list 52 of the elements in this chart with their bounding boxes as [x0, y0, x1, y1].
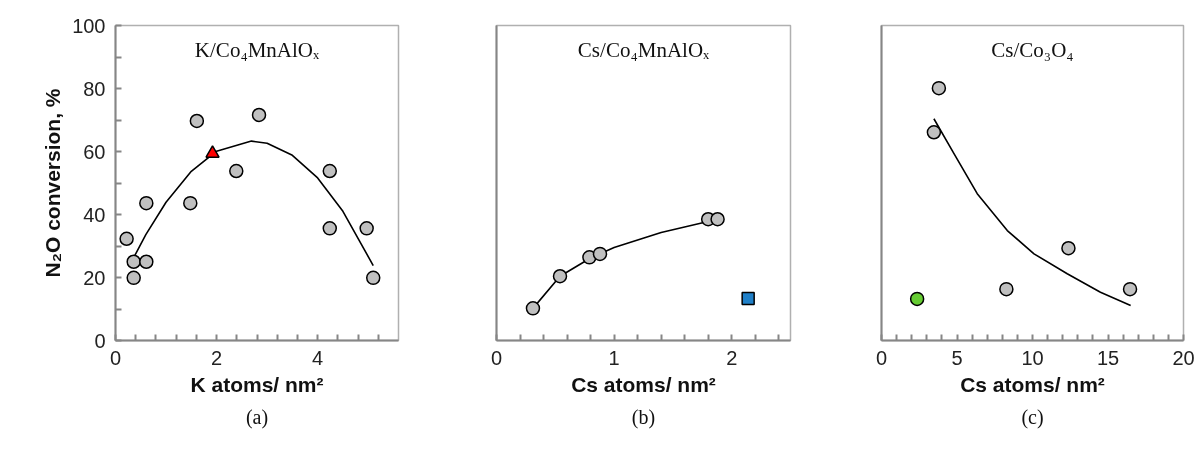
x-axis-title: K atoms/ nm²: [190, 372, 324, 396]
y-tick-label: 20: [83, 266, 106, 289]
text: Cs/Co₃O₄: [991, 37, 1074, 62]
x-tick-label: 5: [951, 346, 963, 369]
point: [359, 221, 374, 236]
x-axis-title: Cs atoms/ nm²: [960, 372, 1105, 396]
point: [126, 270, 141, 286]
point: [322, 221, 338, 236]
point: [365, 270, 381, 286]
x-tick-label: 0: [490, 346, 503, 369]
point: [183, 195, 198, 211]
point: [1122, 281, 1138, 297]
point: [931, 80, 947, 96]
point: [909, 291, 925, 307]
x-tick-label: 2: [726, 346, 738, 369]
point: [525, 301, 541, 316]
x-tick-label: 15: [1096, 346, 1120, 369]
point: [741, 291, 755, 306]
point: [999, 281, 1014, 297]
text: (b): [631, 405, 656, 429]
text: (a): [245, 405, 269, 429]
text: (c): [1021, 405, 1044, 429]
point: [126, 254, 141, 269]
x-tick-label: 1: [608, 346, 620, 369]
y-tick-label: 0: [94, 329, 106, 352]
point: [189, 113, 205, 129]
point: [322, 163, 338, 179]
x-axis-title: Cs atoms/ nm²: [571, 372, 716, 396]
point: [251, 107, 267, 123]
x-tick-label: 2: [211, 346, 223, 369]
point: [1061, 240, 1076, 256]
point: [926, 125, 942, 140]
point: [229, 163, 244, 179]
point: [552, 269, 568, 284]
point: [139, 254, 154, 269]
text: Cs/Co₄MnAlOₓ: [577, 37, 711, 62]
y-tick-label: 60: [83, 140, 106, 163]
point: [205, 145, 220, 158]
point: [139, 195, 154, 211]
x-tick-label: 0: [109, 346, 122, 369]
x-tick-label: 4: [312, 346, 324, 369]
point: [592, 246, 608, 262]
y-tick-label: 80: [83, 77, 106, 100]
x-tick-label: 10: [1021, 346, 1044, 369]
y-tick-label: 100: [72, 14, 106, 37]
x-tick-label: 0: [875, 346, 888, 369]
text: K/Co₄MnAlOₓ: [194, 37, 321, 62]
x-tick-label: 20: [1172, 346, 1195, 369]
point: [119, 231, 134, 246]
y-tick-label: 40: [83, 203, 106, 226]
point: [710, 211, 725, 227]
y-axis-title: N₂O conversion, %: [41, 88, 65, 278]
